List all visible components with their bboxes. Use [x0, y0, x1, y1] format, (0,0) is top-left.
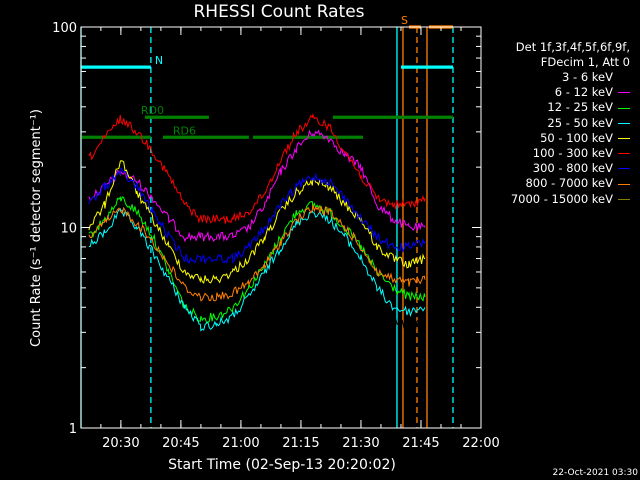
x-tick-label: 21:45	[402, 436, 439, 451]
footer-date: 22-Oct-2021 03:30	[552, 468, 638, 478]
legend-swatch	[618, 153, 630, 155]
legend-item: 12 - 25 keV	[511, 100, 630, 115]
legend-item: 50 - 100 keV	[511, 131, 630, 146]
x-tick-label: 21:00	[222, 436, 259, 451]
flag-bar-label: N	[155, 54, 163, 67]
chart-title: RHESSI Count Rates	[193, 2, 364, 22]
x-tick-label: 22:00	[462, 436, 499, 451]
legend-items: 3 - 6 keV 6 - 12 keV 12 - 25 keV 25 - 50 ke…	[511, 70, 630, 207]
series-line	[88, 167, 426, 265]
legend-item-label: 50 - 100 keV	[540, 130, 613, 145]
legend-item-label: 3 - 6 keV	[562, 70, 613, 84]
series-line	[88, 112, 426, 224]
legend-item: 6 - 12 keV	[511, 85, 630, 100]
flag-bar-label: RD6	[173, 124, 196, 137]
legend: Det 1f,3f,4f,5f,6f,9f, FDecim 1, Att 0 3…	[511, 40, 630, 207]
y-tick-label: 1	[69, 422, 77, 437]
series-line	[88, 204, 426, 302]
legend-item-label: 25 - 50 keV	[547, 115, 613, 130]
legend-swatch	[618, 183, 630, 185]
legend-swatch	[618, 122, 630, 124]
y-axis-ticks: 1 10 100	[52, 21, 481, 437]
legend-swatch	[618, 107, 630, 109]
x-axis-ticks: 20:30 20:45 21:00 21:15 21:30 21:45 22:00	[100, 27, 500, 451]
series-line	[88, 160, 425, 285]
legend-item-label: 7000 - 15000 keV	[510, 191, 613, 206]
series-line	[88, 196, 426, 324]
legend-swatch	[618, 198, 630, 200]
y-tick-label: 100	[52, 21, 77, 36]
y-axis-label: Count Rate (s⁻¹ detector segment⁻¹)	[29, 109, 44, 347]
legend-item: 3 - 6 keV	[511, 70, 630, 85]
legend-header-line1: Det 1f,3f,4f,5f,6f,9f,	[515, 40, 630, 54]
x-tick-label: 20:30	[102, 436, 139, 451]
legend-item-label: 12 - 25 keV	[547, 100, 613, 115]
legend-item: 100 - 300 keV	[511, 146, 630, 161]
flag-bar-label: RD0	[141, 104, 164, 117]
series-line	[88, 207, 426, 332]
legend-item-label: 300 - 800 keV	[532, 161, 613, 176]
series-line	[88, 141, 426, 330]
legend-item: 300 - 800 keV	[511, 161, 630, 176]
legend-swatch	[618, 92, 630, 94]
legend-item-label: 800 - 7000 keV	[525, 176, 613, 191]
legend-header-line2: FDecim 1, Att 0	[540, 55, 630, 69]
x-axis-label: Start Time (02-Sep-13 20:20:02)	[168, 457, 396, 473]
plot-frame	[80, 26, 482, 429]
legend-swatch	[618, 137, 630, 139]
legend-item-label: 6 - 12 keV	[554, 85, 613, 100]
legend-swatch	[618, 168, 630, 170]
x-tick-label: 20:45	[162, 436, 199, 451]
legend-item: 25 - 50 keV	[511, 116, 630, 131]
series-lines	[88, 112, 426, 332]
x-tick-label: 21:15	[282, 436, 319, 451]
legend-swatch	[618, 77, 630, 79]
flag-bar-label: S	[401, 14, 408, 27]
y-tick-label: 10	[60, 222, 77, 237]
series-line	[88, 129, 426, 243]
x-tick-label: 21:30	[342, 436, 379, 451]
legend-item: 7000 - 15000 keV	[511, 192, 630, 207]
legend-item: 800 - 7000 keV	[511, 176, 630, 191]
legend-item-label: 100 - 300 keV	[532, 146, 613, 161]
